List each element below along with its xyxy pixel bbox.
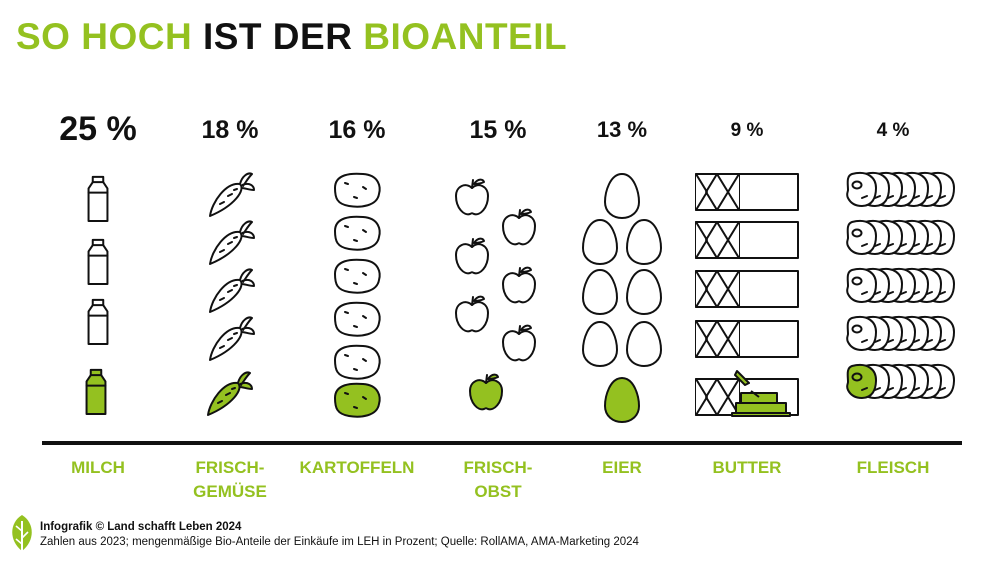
leaf-logo-icon — [12, 515, 32, 554]
potato-5-icon — [334, 382, 381, 418]
category-label-6-0: FLEISCH — [857, 458, 930, 477]
footer: Infografik © Land schafft Leben 2024 Zah… — [40, 520, 639, 550]
egg-3-icon — [582, 269, 618, 315]
potato-0-icon — [334, 172, 381, 208]
carrot-4-icon — [207, 371, 253, 416]
steak-4-0-icon — [846, 363, 877, 399]
carrot-2-icon — [209, 268, 255, 313]
egg-0-icon — [604, 173, 640, 219]
carrot-3-icon — [209, 316, 255, 361]
value-label-3: 15 % — [470, 116, 527, 144]
egg-2-icon — [626, 219, 662, 265]
steak-1-0-icon — [846, 219, 877, 255]
potato-1-icon — [334, 215, 381, 251]
egg-1-icon — [582, 219, 618, 265]
butter-package-3-icon — [695, 320, 799, 358]
potato-2-icon — [334, 258, 381, 294]
carrot-1-icon — [209, 220, 255, 265]
title-part-2: IST DER — [202, 16, 353, 57]
butter-package-0-icon — [695, 173, 799, 211]
category-label-5-0: BUTTER — [713, 458, 782, 477]
value-label-6: 4 % — [877, 120, 910, 141]
milk-bottle-1-icon — [87, 238, 109, 285]
category-label-0-0: MILCH — [71, 458, 125, 477]
category-label-4-0: EIER — [602, 458, 642, 477]
title-part-3: BIOANTEIL — [363, 16, 568, 57]
butter-dish-icon — [731, 392, 791, 417]
steak-0-0-icon — [846, 171, 877, 207]
footer-credit: Infografik © Land schafft Leben 2024 — [40, 521, 242, 533]
egg-5-icon — [582, 321, 618, 367]
apple-1-icon — [502, 208, 536, 246]
butter-package-2-icon — [695, 270, 799, 308]
butter-knife-icon — [734, 370, 760, 398]
category-label-1-0: FRISCH- — [196, 458, 265, 477]
value-label-2: 16 % — [329, 116, 386, 144]
value-label-4: 13 % — [597, 117, 647, 142]
apple-3-icon — [502, 266, 536, 304]
steak-3-0-icon — [846, 315, 877, 351]
apple-0-icon — [455, 178, 489, 216]
category-label-2-0: KARTOFFELN — [300, 458, 415, 477]
butter-package-1-icon — [695, 221, 799, 259]
page-title: SO HOCH IST DER BIOANTEIL — [16, 16, 567, 58]
category-label-1-1: GEMÜSE — [193, 482, 267, 501]
value-label-0: 25 % — [59, 110, 137, 148]
egg-4-icon — [626, 269, 662, 315]
milk-bottle-3-icon — [85, 368, 107, 415]
apple-5-icon — [502, 324, 536, 362]
value-label-1: 18 % — [202, 116, 259, 144]
steak-2-0-icon — [846, 267, 877, 303]
apple-6-icon — [469, 373, 503, 411]
chart-area: 25 % MILCH 18 % FRISCH- GEMÜSE 16 % KARTOFFELN… — [59, 110, 955, 501]
carrot-0-icon — [209, 172, 255, 217]
milk-bottle-0-icon — [87, 175, 109, 222]
apple-2-icon — [455, 237, 489, 275]
value-label-5: 9 % — [731, 120, 764, 141]
footer-source: Zahlen aus 2023; mengenmäßige Bio-Anteil… — [40, 536, 639, 548]
egg-6-icon — [626, 321, 662, 367]
category-label-3-1: OBST — [474, 482, 522, 501]
milk-bottle-2-icon — [87, 298, 109, 345]
potato-3-icon — [334, 301, 381, 337]
potato-4-icon — [334, 344, 381, 380]
category-label-3-0: FRISCH- — [464, 458, 533, 477]
apple-4-icon — [455, 295, 489, 333]
title-part-1: SO HOCH — [16, 16, 193, 57]
egg-7-icon — [604, 377, 640, 423]
